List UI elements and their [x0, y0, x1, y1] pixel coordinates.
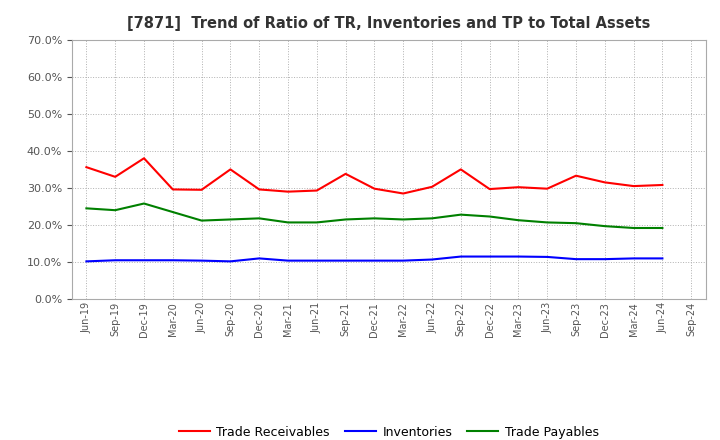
Trade Receivables	[140, 156, 148, 161]
Trade Payables	[629, 225, 638, 231]
Inventories	[399, 258, 408, 263]
Inventories	[226, 259, 235, 264]
Line: Inventories: Inventories	[86, 257, 662, 261]
Trade Payables	[514, 217, 523, 223]
Inventories	[428, 257, 436, 262]
Trade Receivables	[600, 180, 609, 185]
Trade Receivables	[514, 184, 523, 190]
Inventories	[629, 256, 638, 261]
Trade Receivables	[456, 167, 465, 172]
Inventories	[82, 259, 91, 264]
Inventories	[111, 258, 120, 263]
Inventories	[485, 254, 494, 259]
Trade Receivables	[312, 188, 321, 193]
Inventories	[284, 258, 292, 263]
Inventories	[168, 258, 177, 263]
Trade Receivables	[399, 191, 408, 196]
Trade Receivables	[658, 182, 667, 187]
Trade Payables	[658, 225, 667, 231]
Inventories	[658, 256, 667, 261]
Trade Payables	[312, 220, 321, 225]
Trade Receivables	[370, 186, 379, 191]
Trade Receivables	[111, 174, 120, 180]
Trade Payables	[399, 217, 408, 222]
Title: [7871]  Trend of Ratio of TR, Inventories and TP to Total Assets: [7871] Trend of Ratio of TR, Inventories…	[127, 16, 650, 32]
Trade Receivables	[168, 187, 177, 192]
Trade Payables	[543, 220, 552, 225]
Trade Receivables	[226, 167, 235, 172]
Inventories	[543, 254, 552, 260]
Trade Receivables	[284, 189, 292, 194]
Inventories	[140, 258, 148, 263]
Trade Payables	[226, 217, 235, 222]
Inventories	[255, 256, 264, 261]
Trade Payables	[428, 216, 436, 221]
Inventories	[341, 258, 350, 263]
Trade Receivables	[572, 173, 580, 178]
Trade Payables	[370, 216, 379, 221]
Inventories	[600, 257, 609, 262]
Inventories	[514, 254, 523, 259]
Trade Payables	[168, 209, 177, 215]
Trade Payables	[456, 212, 465, 217]
Line: Trade Receivables: Trade Receivables	[86, 158, 662, 194]
Trade Receivables	[485, 187, 494, 192]
Inventories	[197, 258, 206, 263]
Inventories	[370, 258, 379, 263]
Legend: Trade Receivables, Inventories, Trade Payables: Trade Receivables, Inventories, Trade Pa…	[174, 421, 604, 440]
Trade Payables	[82, 205, 91, 211]
Trade Receivables	[629, 183, 638, 189]
Inventories	[312, 258, 321, 263]
Trade Receivables	[543, 186, 552, 191]
Trade Payables	[255, 216, 264, 221]
Inventories	[572, 257, 580, 262]
Trade Payables	[341, 217, 350, 222]
Trade Payables	[284, 220, 292, 225]
Trade Payables	[140, 201, 148, 206]
Trade Receivables	[255, 187, 264, 192]
Line: Trade Payables: Trade Payables	[86, 204, 662, 228]
Trade Receivables	[341, 171, 350, 176]
Trade Payables	[111, 208, 120, 213]
Trade Payables	[485, 214, 494, 219]
Inventories	[456, 254, 465, 259]
Trade Receivables	[197, 187, 206, 192]
Trade Payables	[600, 224, 609, 229]
Trade Payables	[572, 220, 580, 226]
Trade Receivables	[428, 184, 436, 190]
Trade Payables	[197, 218, 206, 223]
Trade Receivables	[82, 165, 91, 170]
